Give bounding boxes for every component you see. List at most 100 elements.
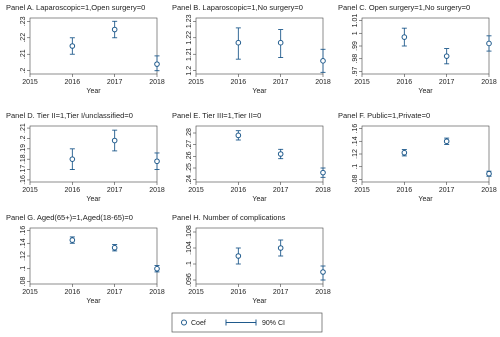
plot-frame — [195, 17, 324, 75]
y-tick-label: 1.2 — [186, 66, 193, 76]
y-tick-label: .26 — [186, 151, 193, 161]
y-tick-label: .16 — [352, 124, 359, 134]
coef-point — [154, 61, 160, 67]
y-tick-label: .21 — [20, 123, 27, 133]
coef-point — [320, 169, 326, 176]
x-tick-label: 2015 — [22, 79, 38, 86]
x-tick-label: 2015 — [22, 289, 38, 296]
coef-point — [111, 244, 118, 251]
x-tick-label: 2015 — [188, 79, 204, 86]
y-tick-label: .2 — [20, 135, 27, 141]
legend-label: 90% CI — [262, 320, 285, 327]
x-tick-label: 2015 — [354, 187, 370, 194]
y-tick-label: .2 — [20, 68, 27, 74]
coef-point — [277, 245, 284, 251]
x-tick-label: 2018 — [149, 187, 165, 194]
x-tick-label: 2015 — [354, 79, 370, 86]
y-tick-label: 1.23 — [186, 14, 193, 28]
y-tick-label: .14 — [20, 238, 27, 248]
coef-point — [486, 40, 492, 47]
coef-point — [486, 170, 492, 177]
y-tick-label: .19 — [20, 144, 27, 154]
x-axis-label: Year — [418, 88, 433, 95]
panel-title: Panel F. Public=1,Private=0 — [338, 111, 430, 120]
y-tick-label: .104 — [186, 241, 193, 255]
y-tick-label: .23 — [20, 16, 27, 26]
panel-title: Panel C. Open surgery=1,No surgery=0 — [338, 3, 470, 12]
x-tick-label: 2018 — [149, 289, 165, 296]
y-tick-label: 1.01 — [352, 14, 359, 28]
y-tick-label: .12 — [352, 149, 359, 159]
x-tick-label: 2016 — [231, 289, 247, 296]
x-tick-label: 2018 — [315, 289, 331, 296]
coef-point — [69, 237, 76, 243]
plot-frame — [195, 227, 324, 285]
coef-point — [320, 269, 326, 275]
y-tick-label: .16 — [20, 175, 27, 185]
y-tick-label: .12 — [20, 251, 27, 261]
legend-label: Coef — [191, 320, 206, 327]
x-tick-label: 2018 — [149, 79, 165, 86]
x-tick-label: 2017 — [273, 79, 289, 86]
y-tick-label: .08 — [20, 276, 27, 286]
x-tick-label: 2018 — [315, 79, 331, 86]
y-tick-label: .25 — [186, 163, 193, 173]
x-tick-label: 2017 — [107, 289, 123, 296]
x-tick-label: 2017 — [107, 79, 123, 86]
x-tick-label: 2015 — [22, 187, 38, 194]
coef-point — [111, 137, 118, 144]
y-tick-label: .21 — [20, 49, 27, 59]
y-tick-label: .22 — [20, 33, 27, 43]
x-tick-label: 2016 — [65, 79, 81, 86]
panel-title: Panel B. Laparoscopic=1,No surgery=0 — [172, 3, 303, 12]
x-tick-label: 2016 — [231, 79, 247, 86]
coef-point — [443, 53, 450, 59]
y-tick-label: .98 — [352, 54, 359, 64]
plot-frame — [29, 17, 158, 75]
y-tick-label: .27 — [186, 140, 193, 150]
y-tick-label: .108 — [186, 225, 193, 239]
y-tick-label: .1 — [186, 261, 193, 267]
y-tick-label: .17 — [20, 165, 27, 175]
coef-point — [111, 26, 118, 33]
coef-point — [69, 156, 76, 162]
x-tick-label: 2016 — [65, 289, 81, 296]
y-tick-label: .97 — [352, 66, 359, 76]
coef-point — [235, 132, 242, 139]
x-axis-label: Year — [252, 196, 267, 203]
y-tick-label: 1.22 — [186, 31, 193, 45]
panel-title: Panel D. Tier II=1,Tier I/unclassified=0 — [6, 111, 133, 120]
x-axis-label: Year — [86, 298, 101, 305]
x-tick-label: 2016 — [397, 187, 413, 194]
y-tick-label: .28 — [186, 128, 193, 138]
y-tick-label: .08 — [352, 174, 359, 184]
coef-point — [277, 39, 284, 46]
coef-point — [401, 34, 408, 40]
legend-box — [171, 312, 323, 333]
y-tick-label: 1 — [352, 31, 359, 35]
coef-point — [154, 158, 160, 165]
coef-point — [69, 43, 76, 49]
coef-point — [320, 58, 326, 64]
y-tick-label: .99 — [352, 41, 359, 51]
x-axis-label: Year — [86, 196, 101, 203]
x-axis-label: Year — [418, 196, 433, 203]
coef-point — [277, 151, 284, 157]
legend-point — [181, 319, 187, 326]
x-tick-label: 2015 — [188, 289, 204, 296]
y-tick-label: .18 — [20, 154, 27, 164]
x-tick-label: 2016 — [397, 79, 413, 86]
x-axis-label: Year — [252, 88, 267, 95]
x-tick-label: 2017 — [439, 79, 455, 86]
x-tick-label: 2017 — [439, 187, 455, 194]
coef-point — [401, 149, 408, 156]
x-tick-label: 2018 — [315, 187, 331, 194]
x-tick-label: 2016 — [65, 187, 81, 194]
panel-title: Panel E. Tier III=1,Tier II=0 — [172, 111, 261, 120]
coef-point — [154, 265, 160, 272]
x-tick-label: 2017 — [273, 187, 289, 194]
x-tick-label: 2015 — [188, 187, 204, 194]
x-axis-label: Year — [252, 298, 267, 305]
